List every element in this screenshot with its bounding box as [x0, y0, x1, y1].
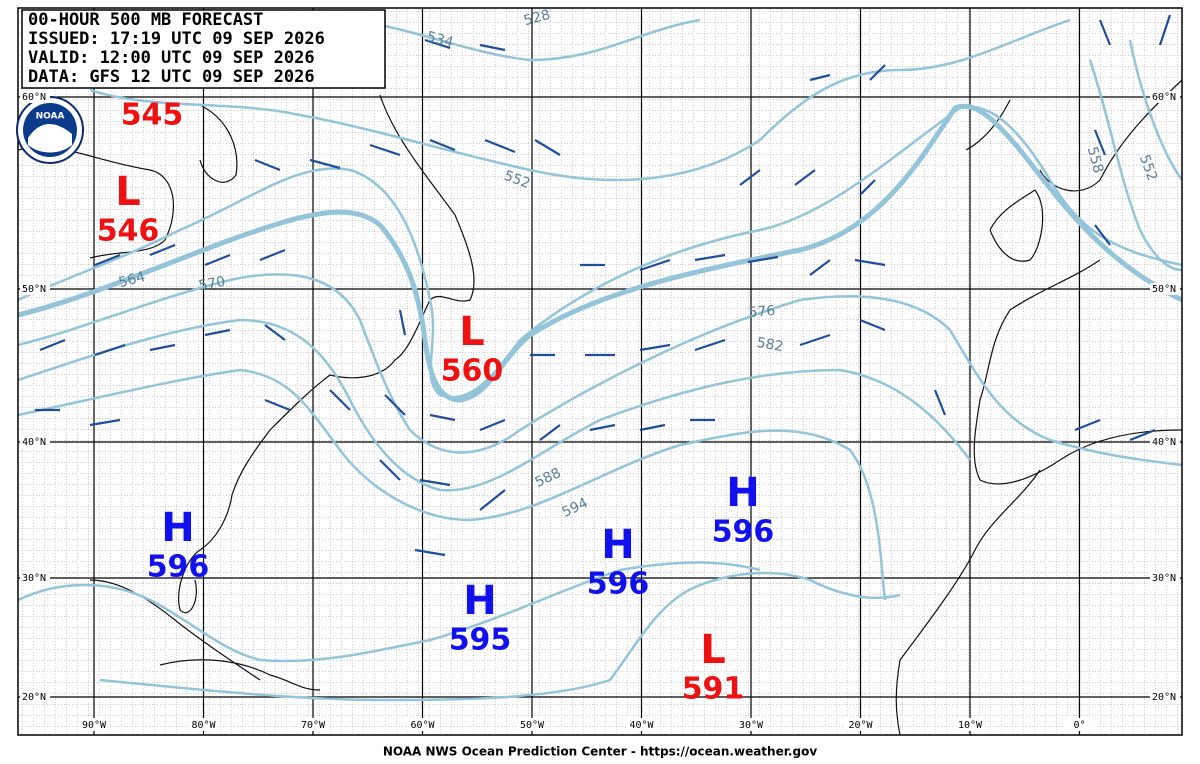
contour-label: 570 — [197, 274, 226, 294]
longitude-label: 60°W — [410, 720, 435, 731]
wind-barbs — [35, 14, 1172, 557]
contour-label: 564 — [117, 269, 147, 291]
label-bg — [78, 718, 110, 731]
longitude-label: 10°W — [958, 720, 983, 731]
header-line: VALID: 12:00 UTC 09 SEP 2026 — [28, 48, 315, 68]
header-box — [21, 9, 386, 89]
center-symbol: H — [463, 578, 496, 624]
header-line: DATA: GFS 12 UTC 09 SEP 2026 — [28, 67, 315, 87]
longitude-label: 30°W — [739, 720, 764, 731]
longitude-label: 40°W — [629, 720, 654, 731]
center-symbol: L — [459, 309, 485, 355]
longitude-label: 90°W — [82, 720, 107, 731]
center-value: 596 — [712, 515, 775, 550]
center-value: 546 — [97, 214, 160, 249]
label-bg — [187, 718, 220, 731]
center-value: 596 — [147, 550, 210, 585]
label-bg — [1150, 572, 1180, 584]
contour-label: 558 — [1084, 145, 1106, 175]
latitude-label: 40°N — [1152, 437, 1176, 448]
latitude-label: 50°N — [1152, 284, 1176, 295]
center-symbol: H — [601, 522, 634, 568]
center-value: 596 — [587, 567, 650, 602]
map-frame — [17, 7, 1183, 736]
longitude-label: 80°W — [191, 720, 216, 731]
label-bg — [516, 718, 548, 731]
center-value: 595 — [449, 623, 512, 658]
footer: NOAA NWS Ocean Prediction Center - https… — [383, 745, 817, 759]
center-value: 545 — [121, 98, 184, 133]
longitude-label: 20°W — [848, 720, 873, 731]
label-bg — [1063, 718, 1096, 731]
latitude-label: 50°N — [22, 284, 46, 295]
latitude-label: 20°N — [1152, 692, 1176, 703]
latitude-label: 40°N — [22, 437, 46, 448]
label-bg — [20, 691, 50, 703]
major-grid — [18, 8, 1182, 735]
latitude-label: 60°N — [1152, 92, 1176, 103]
longitude-label: 70°W — [301, 720, 326, 731]
label-bg — [20, 436, 50, 448]
label-bg — [406, 718, 439, 731]
latitude-label: 20°N — [22, 692, 46, 703]
latitude-label: 60°N — [22, 92, 46, 103]
label-bg — [1150, 283, 1180, 295]
noaa-logo: NOAA — [16, 96, 84, 164]
logo-text: NOAA — [36, 112, 65, 122]
contour-label: 576 — [748, 303, 776, 321]
label-bg — [20, 283, 50, 295]
header-line: 00-HOUR 500 MB FORECAST — [28, 10, 263, 30]
label-bg — [625, 718, 658, 731]
center-value: 591 — [682, 672, 745, 707]
label-bg — [1150, 436, 1180, 448]
header-line: ISSUED: 17:19 UTC 09 SEP 2026 — [28, 29, 325, 49]
center-symbol: L — [700, 627, 726, 673]
label-bg — [954, 718, 986, 731]
center-value: 560 — [441, 354, 504, 389]
label-bg — [20, 572, 50, 584]
label-bg — [1150, 691, 1180, 703]
label-bg — [844, 718, 877, 731]
latitude-label: 30°N — [1152, 573, 1176, 584]
label-bg — [297, 718, 329, 731]
contour-label: 534 — [425, 29, 455, 51]
center-symbol: H — [161, 505, 194, 551]
longitude-label: 0° — [1073, 720, 1085, 731]
contour-label: 582 — [755, 335, 784, 355]
label-bg — [735, 718, 767, 731]
latitude-label: 30°N — [22, 573, 46, 584]
height-contours — [18, 18, 1182, 702]
label-bg — [20, 91, 50, 103]
label-bg — [1150, 91, 1180, 103]
center-symbol: H — [726, 470, 759, 516]
longitude-label: 50°W — [520, 720, 545, 731]
center-symbol: L — [115, 169, 141, 215]
contour-label: 528 — [522, 7, 552, 29]
